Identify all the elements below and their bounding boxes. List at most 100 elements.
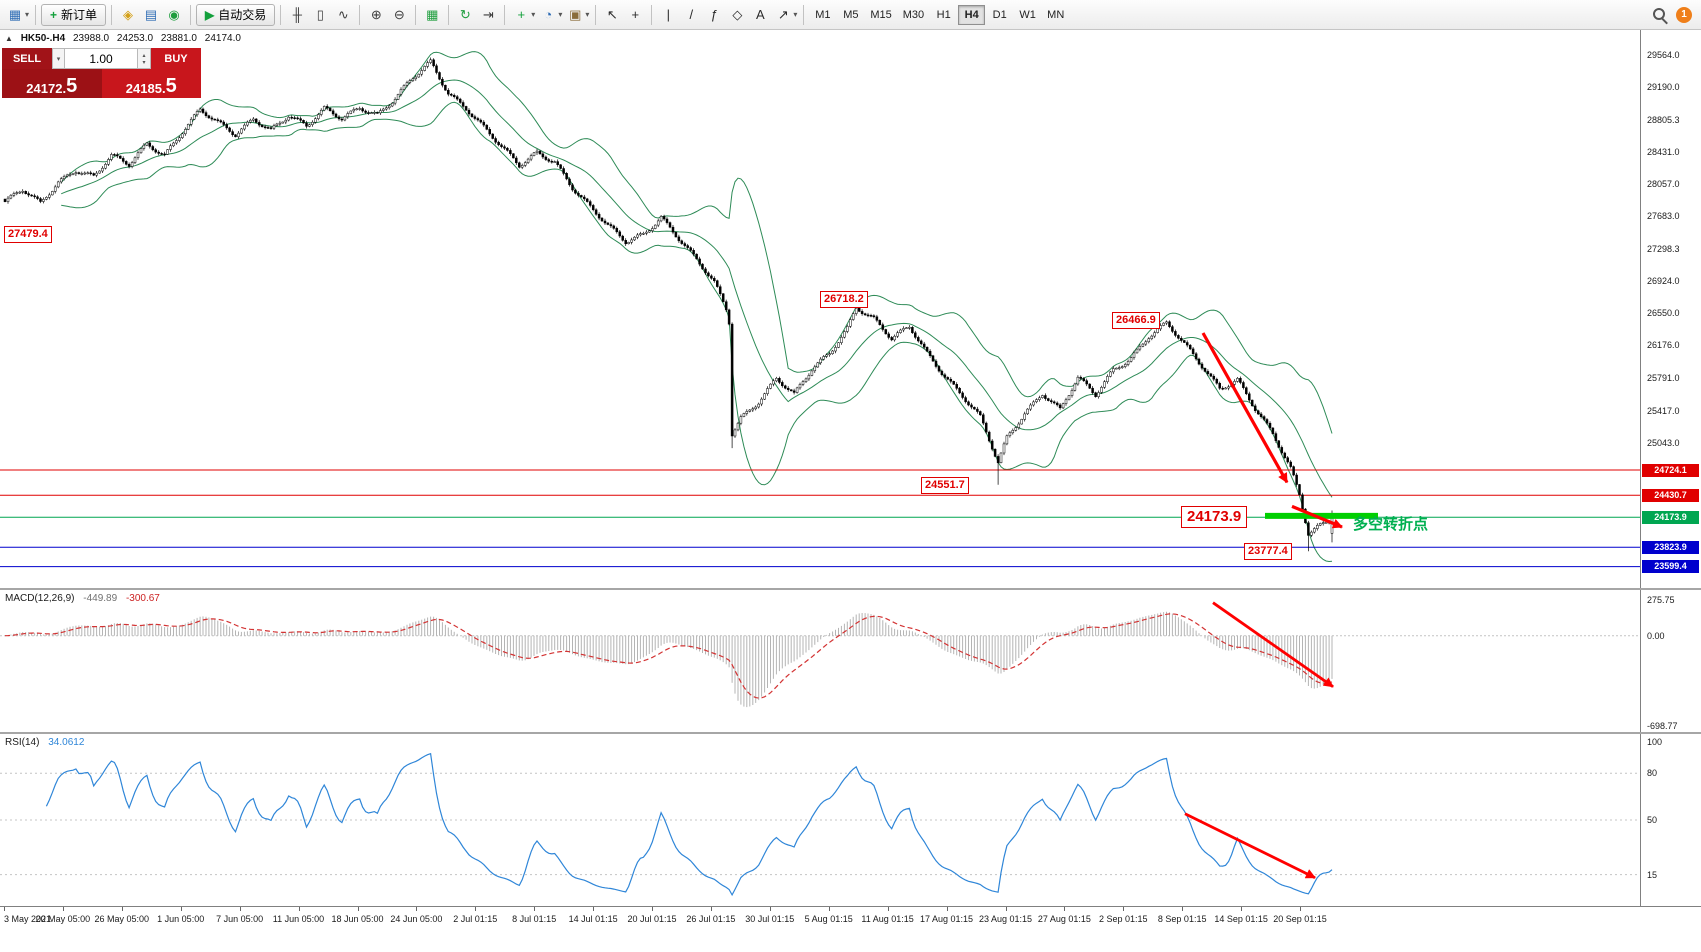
time-axis-label: 2 Sep 01:15: [1099, 914, 1148, 924]
bars-chart-icon[interactable]: ╫: [292, 7, 302, 22]
timeframe-toolbar: M1 M5 M15 M30 H1 H4 D1 W1 MN: [809, 4, 1069, 25]
strategy-tester-icon[interactable]: ▤: [144, 6, 158, 22]
line-chart-icon[interactable]: ∿: [337, 6, 349, 22]
toolbar-separator: [280, 4, 282, 25]
toolbar-group: ▶ 自动交易: [196, 3, 276, 26]
time-axis-label: 20 Jul 01:15: [627, 914, 677, 924]
templates-icon[interactable]: ▣: [569, 6, 582, 22]
time-axis-label: 1 Jun 05:00: [157, 914, 205, 924]
metaeditor-icon[interactable]: ◈: [123, 6, 134, 22]
time-axis-tick: [4, 907, 5, 911]
indicators-caret-icon[interactable]: ▾: [531, 10, 536, 19]
vertical-line-icon[interactable]: |: [666, 7, 671, 22]
rsi-axis-label: 50: [1647, 815, 1658, 825]
volume-stepper[interactable]: ▴ ▾: [138, 48, 151, 69]
toolbar-separator: [803, 4, 805, 25]
price-annotation[interactable]: 24173.9: [1181, 506, 1248, 529]
price-axis[interactable]: 29564.0 29190.0 28805.3 28431.0 28057.0 27683…: [1640, 30, 1701, 906]
toolbar-separator: [504, 4, 506, 25]
trendline-icon[interactable]: /: [689, 7, 694, 22]
timeframe-m30[interactable]: M30: [898, 5, 929, 25]
price-axis-label: 25417.0: [1647, 405, 1680, 416]
price-annotation[interactable]: 26466.9: [1112, 312, 1160, 330]
cursor-icon[interactable]: ↖: [606, 6, 618, 22]
macd-panel[interactable]: MACD(12,26,9) -449.89 -300.67: [0, 590, 1640, 732]
buy-price[interactable]: 24185. 5: [101, 69, 201, 98]
main-chart-canvas[interactable]: [0, 30, 1640, 588]
panel-splitter[interactable]: [0, 588, 1701, 590]
time-axis-label: 17 Aug 01:15: [919, 914, 974, 924]
rsi-panel[interactable]: RSI(14) 34.0612: [0, 734, 1640, 906]
rsi-canvas[interactable]: [0, 734, 1640, 906]
crosshair-icon[interactable]: +: [631, 7, 640, 22]
ohlc-open: 23988.0: [72, 33, 110, 44]
sounds-icon[interactable]: ◉: [168, 6, 180, 22]
periods-caret-icon[interactable]: ▾: [558, 10, 563, 19]
time-axis-label: 26 May 05:00: [94, 914, 150, 924]
timeframe-h4[interactable]: H4: [958, 4, 986, 25]
timeframe-w1[interactable]: W1: [1014, 5, 1041, 25]
zoom-in-icon[interactable]: ⊕: [370, 6, 382, 22]
time-axis-label: 14 Jul 01:15: [568, 914, 618, 924]
autoscroll-icon[interactable]: ↻: [459, 6, 471, 22]
timeframe-d1[interactable]: D1: [986, 5, 1013, 25]
templates-caret-icon[interactable]: ▾: [585, 10, 590, 19]
arrows-tool-caret-icon[interactable]: ▾: [793, 10, 798, 19]
zoom-out-icon[interactable]: ⊖: [393, 6, 405, 22]
macd-canvas[interactable]: [0, 590, 1640, 732]
main-chart-panel[interactable]: 27479.4 26718.2 26466.9 24551.7 24173.9 23777…: [0, 30, 1640, 588]
panel-splitter[interactable]: [0, 732, 1701, 734]
timeframe-h1[interactable]: H1: [930, 5, 957, 25]
toolbar-separator: [359, 4, 361, 25]
sell-price[interactable]: 24172. 5: [2, 69, 102, 98]
search-icon[interactable]: [1651, 6, 1669, 24]
arrows-tool-icon[interactable]: ↗: [777, 6, 789, 22]
volume-input[interactable]: 1.00: [65, 48, 138, 69]
timeframe-m1[interactable]: M1: [809, 5, 836, 25]
indicators-icon[interactable]: +: [517, 7, 526, 22]
price-axis-label: 29190.0: [1647, 81, 1680, 92]
time-axis-tick: [593, 907, 595, 911]
price-axis-label: 25791.0: [1647, 373, 1680, 384]
time-axis[interactable]: 3 May 2021 20 May 05:00 26 May 05:00 1 Jun …: [0, 906, 1701, 929]
time-axis-label: 8 Sep 01:15: [1157, 914, 1207, 924]
toolbar-group: ⊕ ⊖: [365, 4, 410, 26]
timeframe-m15[interactable]: M15: [865, 5, 896, 25]
shapes-icon[interactable]: ◇: [732, 6, 743, 22]
one-click-collapse-icon[interactable]: ▲: [5, 34, 13, 43]
chart-window: 27479.4 26718.2 26466.9 24551.7 24173.9 23777…: [0, 30, 1701, 952]
time-axis-label: 27 Aug 01:15: [1037, 914, 1091, 924]
price-axis-label: 26550.0: [1647, 308, 1680, 319]
new-chart-icon[interactable]: ▦: [8, 6, 22, 22]
sell-button[interactable]: SELL: [2, 48, 52, 69]
price-axis-label: 28057.0: [1647, 178, 1680, 189]
chart-shift-icon[interactable]: ⇥: [482, 6, 494, 22]
toolbar-separator: [651, 4, 653, 25]
ohlc-close: 24174.0: [204, 33, 241, 44]
trend-note-text[interactable]: 多空转折点: [1353, 515, 1429, 533]
toolbar-group: ◈ ▤ ◉: [117, 4, 185, 26]
toolbar-right: 1: [1651, 6, 1697, 24]
volume-dropdown-caret-icon[interactable]: ▾: [52, 48, 65, 69]
price-annotation[interactable]: 27479.4: [4, 225, 52, 243]
timeframe-mn[interactable]: MN: [1042, 5, 1069, 25]
new-chart-caret-icon[interactable]: ▾: [25, 10, 30, 19]
grid-icon[interactable]: ▦: [426, 6, 439, 22]
price-annotation[interactable]: 24551.7: [921, 476, 969, 494]
new-order-button[interactable]: + 新订单: [41, 3, 107, 26]
time-axis-label: 8 Jul 01:15: [512, 914, 557, 924]
timeframe-m5[interactable]: M5: [837, 5, 864, 25]
toolbar-group: + 新订单: [41, 3, 107, 26]
autotrading-button[interactable]: ▶ 自动交易: [196, 3, 276, 26]
price-annotation[interactable]: 26718.2: [820, 290, 868, 308]
time-axis-tick: [239, 907, 241, 911]
price-annotation[interactable]: 23777.4: [1244, 543, 1292, 561]
ohlc-high: 24253.0: [116, 33, 154, 44]
periods-icon[interactable]: ◔: [544, 7, 553, 22]
fibonacci-icon[interactable]: ƒ: [710, 7, 718, 22]
notification-badge[interactable]: 1: [1676, 6, 1692, 23]
time-axis-tick: [1064, 907, 1066, 911]
buy-button[interactable]: BUY: [151, 48, 201, 69]
candles-chart-icon[interactable]: ▯: [316, 6, 324, 22]
text-icon[interactable]: A: [756, 7, 765, 22]
